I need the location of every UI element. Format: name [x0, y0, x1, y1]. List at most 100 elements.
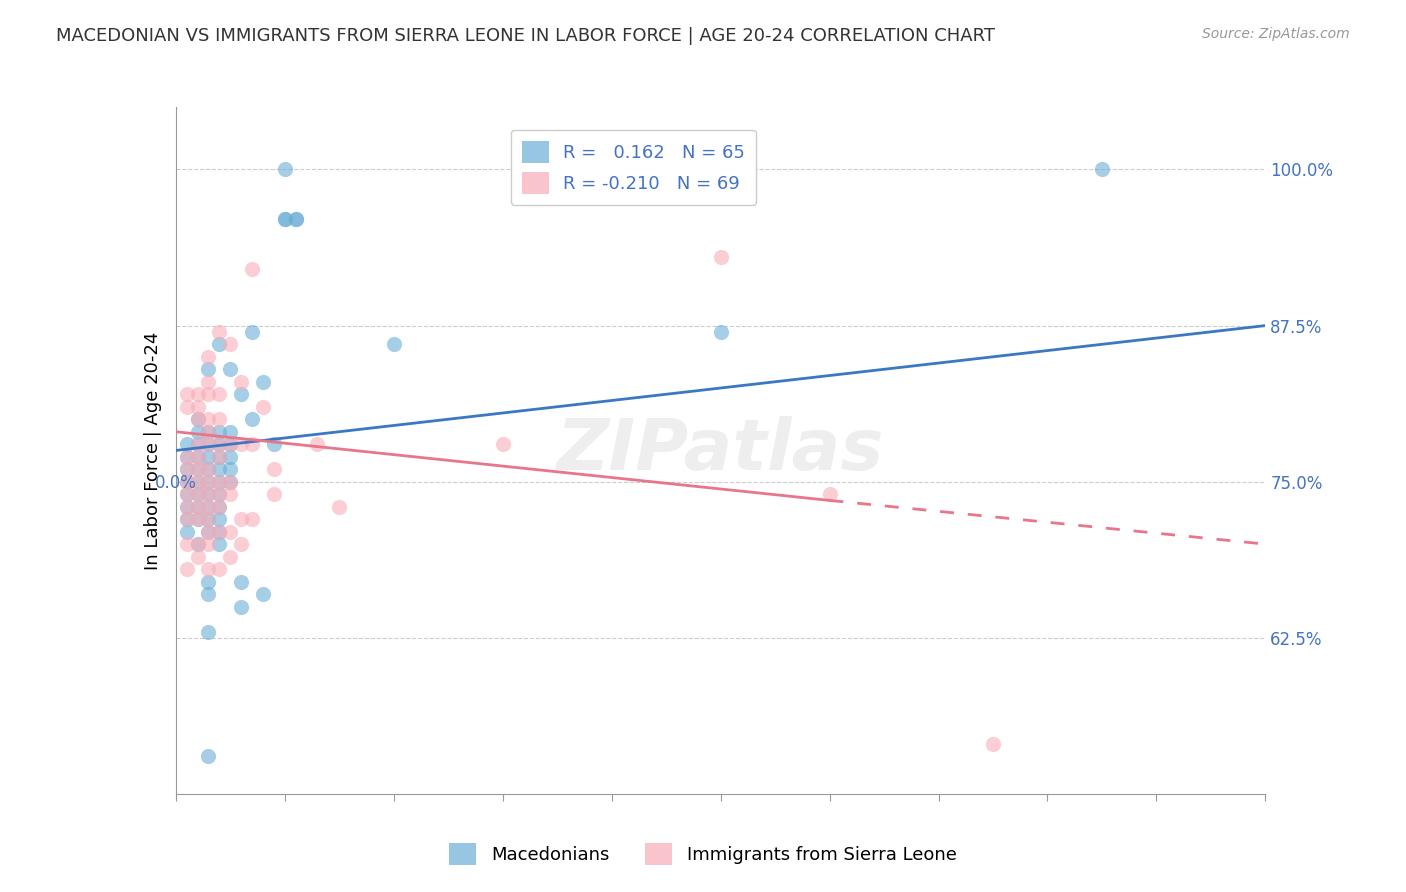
Point	[208, 337, 231, 351]
Point	[231, 387, 253, 401]
Point	[710, 325, 733, 339]
Point	[176, 500, 198, 514]
Point	[231, 599, 253, 614]
Text: 0.0%: 0.0%	[155, 475, 197, 492]
Legend: R =   0.162   N = 65, R = -0.210   N = 69: R = 0.162 N = 65, R = -0.210 N = 69	[510, 130, 756, 204]
Point	[208, 524, 231, 539]
Point	[186, 462, 209, 476]
Point	[208, 524, 231, 539]
Point	[240, 437, 263, 451]
Point	[208, 562, 231, 576]
Point	[197, 462, 219, 476]
Point	[252, 587, 274, 601]
Point	[208, 500, 231, 514]
Point	[197, 437, 219, 451]
Point	[710, 250, 733, 264]
Point	[186, 537, 209, 551]
Point	[186, 425, 209, 439]
Point	[252, 375, 274, 389]
Point	[492, 437, 515, 451]
Point	[176, 512, 198, 526]
Point	[219, 475, 242, 489]
Point	[186, 450, 209, 464]
Point	[197, 437, 219, 451]
Point	[208, 437, 231, 451]
Point	[263, 487, 285, 501]
Point	[307, 437, 329, 451]
Point	[219, 425, 242, 439]
Point	[197, 475, 219, 489]
Point	[284, 212, 307, 227]
Point	[208, 475, 231, 489]
Point	[186, 487, 209, 501]
Point	[197, 450, 219, 464]
Y-axis label: In Labor Force | Age 20-24: In Labor Force | Age 20-24	[143, 331, 162, 570]
Point	[219, 337, 242, 351]
Point	[176, 462, 198, 476]
Point	[186, 512, 209, 526]
Point	[176, 387, 198, 401]
Point	[219, 362, 242, 376]
Point	[186, 487, 209, 501]
Point	[197, 574, 219, 589]
Point	[231, 437, 253, 451]
Point	[208, 475, 231, 489]
Point	[208, 387, 231, 401]
Point	[219, 437, 242, 451]
Text: ZIPatlas: ZIPatlas	[557, 416, 884, 485]
Point	[197, 425, 219, 439]
Point	[197, 524, 219, 539]
Point	[208, 487, 231, 501]
Point	[231, 574, 253, 589]
Point	[263, 462, 285, 476]
Point	[176, 450, 198, 464]
Point	[186, 412, 209, 426]
Point	[197, 500, 219, 514]
Point	[186, 475, 209, 489]
Point	[176, 512, 198, 526]
Point	[240, 412, 263, 426]
Point	[219, 462, 242, 476]
Point	[186, 450, 209, 464]
Point	[231, 537, 253, 551]
Point	[197, 487, 219, 501]
Point	[274, 162, 297, 177]
Point	[252, 400, 274, 414]
Point	[186, 437, 209, 451]
Point	[818, 487, 841, 501]
Point	[176, 487, 198, 501]
Legend: Macedonians, Immigrants from Sierra Leone: Macedonians, Immigrants from Sierra Leon…	[440, 834, 966, 874]
Point	[186, 537, 209, 551]
Point	[219, 475, 242, 489]
Point	[231, 512, 253, 526]
Point	[197, 500, 219, 514]
Point	[186, 500, 209, 514]
Point	[208, 325, 231, 339]
Point	[197, 587, 219, 601]
Point	[186, 512, 209, 526]
Point	[176, 475, 198, 489]
Point	[197, 537, 219, 551]
Point	[219, 437, 242, 451]
Point	[382, 337, 405, 351]
Point	[208, 412, 231, 426]
Point	[197, 524, 219, 539]
Point	[240, 325, 263, 339]
Point	[197, 387, 219, 401]
Point	[176, 537, 198, 551]
Point	[208, 537, 231, 551]
Point	[274, 212, 297, 227]
Point	[284, 212, 307, 227]
Point	[186, 549, 209, 564]
Point	[219, 549, 242, 564]
Point	[208, 450, 231, 464]
Point	[274, 212, 297, 227]
Point	[186, 412, 209, 426]
Point	[186, 400, 209, 414]
Point	[981, 737, 1004, 751]
Point	[197, 512, 219, 526]
Point	[1091, 162, 1114, 177]
Point	[208, 462, 231, 476]
Point	[208, 425, 231, 439]
Text: Source: ZipAtlas.com: Source: ZipAtlas.com	[1202, 27, 1350, 41]
